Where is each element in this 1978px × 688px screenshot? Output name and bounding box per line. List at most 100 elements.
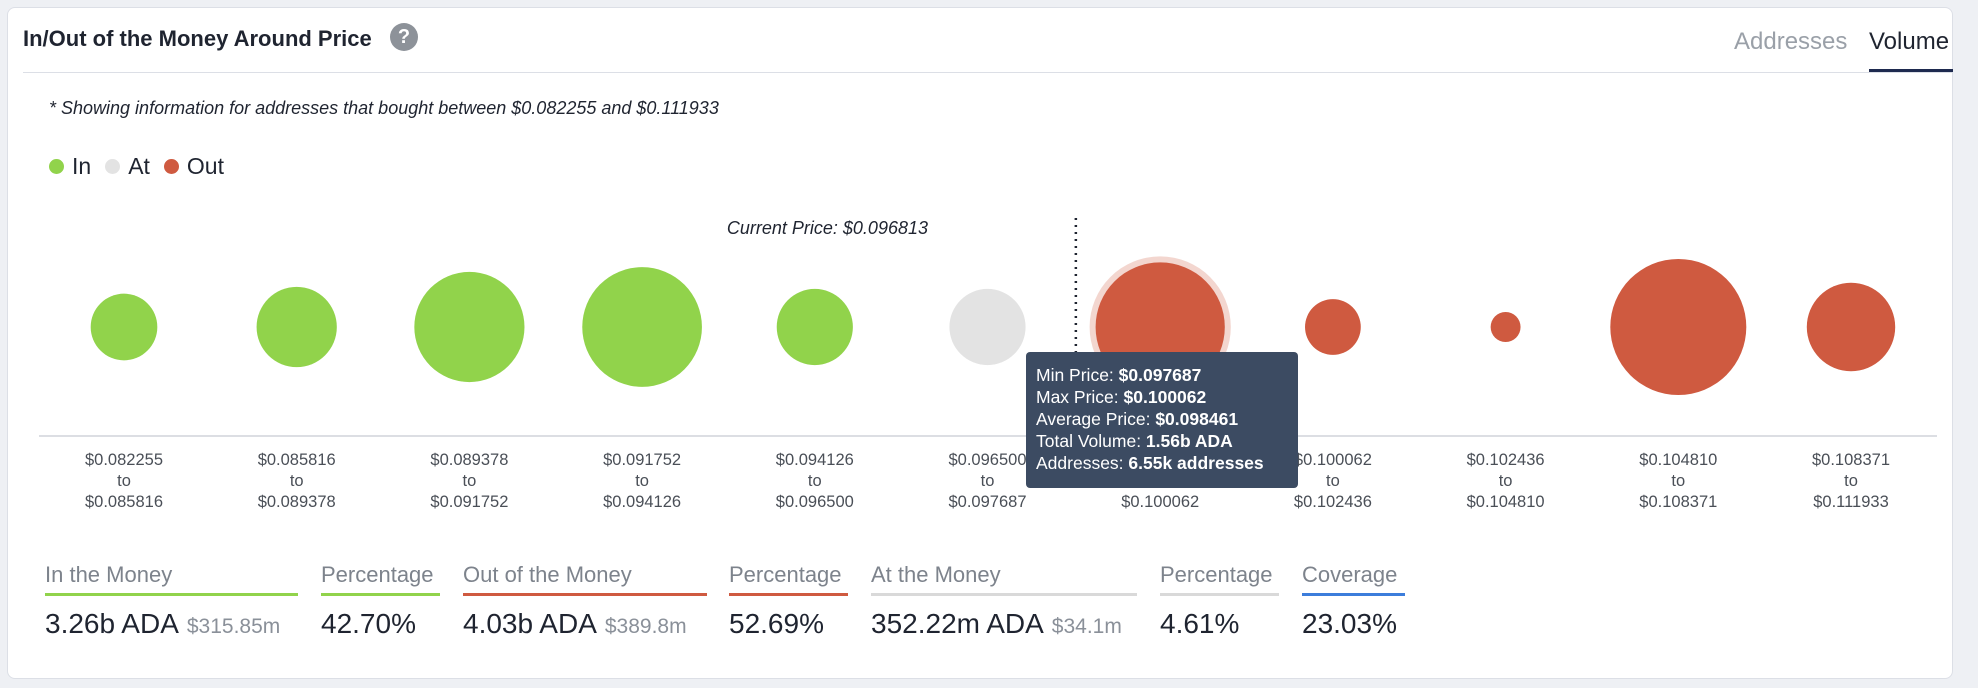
x-tick-label: $0.097687: [949, 493, 1027, 511]
legend-in-swatch: [49, 159, 64, 174]
bubble-in[interactable]: [414, 271, 525, 383]
x-tick-label: $0.094126: [776, 451, 854, 469]
range-note: * Showing information for addresses that…: [49, 98, 719, 118]
legend-item-in[interactable]: In: [49, 153, 91, 180]
tooltip-avg-price: Average Price: $0.098461: [1036, 408, 1288, 430]
x-tick-label: to: [290, 472, 304, 490]
page-title: In/Out of the Money Around Price: [23, 26, 372, 51]
x-tick-label: to: [1844, 472, 1858, 490]
x-tick-label: $0.102436: [1294, 493, 1372, 511]
tooltip-total-volume-value: 1.56b ADA: [1145, 431, 1233, 451]
bubble-in[interactable]: [90, 293, 158, 361]
stat-out-label: Out of the Money: [463, 562, 707, 596]
tab-addresses[interactable]: Addresses: [1734, 28, 1848, 55]
x-tick-label: $0.082255: [85, 451, 163, 469]
bubble-out[interactable]: [1610, 259, 1747, 395]
x-tick-label: to: [463, 472, 477, 490]
x-tick-label: $0.104810: [1639, 451, 1717, 469]
current-price-label: Current Price: $0.096813: [726, 218, 928, 238]
tooltip-min-price-value: $0.097687: [1118, 365, 1202, 385]
tooltip-max-price-value: $0.100062: [1123, 387, 1207, 407]
tooltip-addresses-value: 6.55k addresses: [1128, 453, 1264, 473]
x-tick-label: $0.091752: [430, 493, 508, 511]
legend-item-out[interactable]: Out: [163, 153, 224, 180]
stat-in-amount: 3.26b ADA: [45, 608, 179, 639]
stat-at-percentage: Percentage 4.61%: [1160, 562, 1279, 640]
tab-volume[interactable]: Volume: [1869, 28, 1950, 55]
x-tick-label: $0.108371: [1812, 451, 1890, 469]
x-tick-label: $0.085816: [85, 493, 163, 511]
legend-item-at[interactable]: At: [105, 153, 150, 180]
stat-coverage-label: Coverage: [1302, 562, 1405, 596]
legend-out-label: Out: [186, 153, 224, 179]
x-tick-label: $0.104810: [1467, 493, 1545, 511]
x-tick-label: $0.096500: [776, 493, 854, 511]
x-tick-label: to: [808, 472, 822, 490]
x-tick-label: to: [981, 472, 995, 490]
stat-in-value: 3.26b ADA $315.85m: [45, 608, 298, 640]
bubble-in[interactable]: [776, 288, 853, 366]
stat-out-pct-value: 52.69%: [729, 608, 824, 639]
x-tick-label: $0.108371: [1639, 493, 1717, 511]
tooltip-max-price-label: Max Price:: [1036, 387, 1124, 407]
tooltip-total-volume: Total Volume: 1.56b ADA: [1036, 430, 1288, 452]
x-tick-label: to: [1671, 472, 1685, 490]
stat-out-of-the-money: Out of the Money 4.03b ADA $389.8m: [463, 562, 707, 640]
x-tick-label: $0.102436: [1467, 451, 1545, 469]
legend-out-swatch: [163, 159, 179, 174]
x-tick-label: $0.091752: [603, 451, 681, 469]
tooltip-total-volume-label: Total Volume:: [1036, 431, 1146, 451]
stat-in-pct-label: Percentage: [321, 562, 440, 596]
stat-at-value: 352.22m ADA $34.1m: [871, 608, 1137, 640]
legend-in-label: In: [72, 153, 92, 179]
x-tick-label: $0.085816: [258, 451, 336, 469]
stat-out-percentage: Percentage 52.69%: [729, 562, 848, 640]
help-icon[interactable]: ?: [390, 23, 418, 51]
stat-in-the-money: In the Money 3.26b ADA $315.85m: [45, 562, 298, 640]
bubble-in[interactable]: [256, 286, 337, 368]
x-tick-label: to: [117, 472, 131, 490]
x-tick-label: to: [635, 472, 649, 490]
x-tick-label: $0.089378: [430, 451, 508, 469]
tooltip-avg-price-value: $0.098461: [1155, 409, 1239, 429]
legend-at-swatch: [105, 159, 121, 174]
stat-at-label: At the Money: [871, 562, 1137, 596]
stat-in-pct-value: 42.70%: [321, 608, 416, 639]
stat-in-label: In the Money: [45, 562, 298, 596]
bubble-tooltip: Min Price: $0.097687 Max Price: $0.10006…: [1026, 352, 1298, 488]
bubble-out[interactable]: [1305, 299, 1361, 355]
stat-at-usd: $34.1m: [1051, 615, 1122, 638]
x-tick-label: $0.100062: [1121, 493, 1199, 511]
bubble-in[interactable]: [582, 267, 702, 387]
x-tick-label: to: [1326, 472, 1340, 490]
stat-in-usd: $315.85m: [186, 615, 281, 638]
stat-out-pct-label: Percentage: [729, 562, 848, 596]
tooltip-min-price: Min Price: $0.097687: [1036, 364, 1288, 386]
stat-out-usd: $389.8m: [604, 615, 687, 638]
stat-coverage: Coverage 23.03%: [1302, 562, 1405, 640]
stat-out-value: 4.03b ADA $389.8m: [463, 608, 707, 640]
x-tick-label: $0.094126: [603, 493, 681, 511]
bubble-out[interactable]: [1490, 312, 1521, 342]
legend-at-label: At: [128, 153, 150, 179]
x-tick-label: $0.111933: [1813, 493, 1889, 511]
tooltip-min-price-label: Min Price:: [1036, 365, 1119, 385]
tooltip-max-price: Max Price: $0.100062: [1036, 386, 1288, 408]
stat-at-pct-value: 4.61%: [1160, 608, 1240, 639]
stat-in-percentage: Percentage 42.70%: [321, 562, 440, 640]
active-tab-indicator: [1869, 69, 1953, 72]
x-tick-label: $0.100062: [1294, 451, 1372, 469]
tooltip-addresses: Addresses: 6.55k addresses: [1036, 452, 1288, 474]
stat-at-pct-label: Percentage: [1160, 562, 1279, 596]
header-divider: [23, 72, 1953, 73]
stat-at-amount: 352.22m ADA: [871, 608, 1044, 639]
bubble-at[interactable]: [949, 288, 1026, 366]
x-tick-label: $0.089378: [258, 493, 336, 511]
stat-at-the-money: At the Money 352.22m ADA $34.1m: [871, 562, 1137, 640]
tooltip-addresses-label: Addresses:: [1036, 453, 1129, 473]
stat-coverage-value: 23.03%: [1302, 608, 1397, 639]
x-tick-label: to: [1499, 472, 1513, 490]
stat-out-amount: 4.03b ADA: [463, 608, 597, 639]
bubble-out[interactable]: [1806, 282, 1896, 372]
x-tick-label: $0.096500: [949, 451, 1027, 469]
